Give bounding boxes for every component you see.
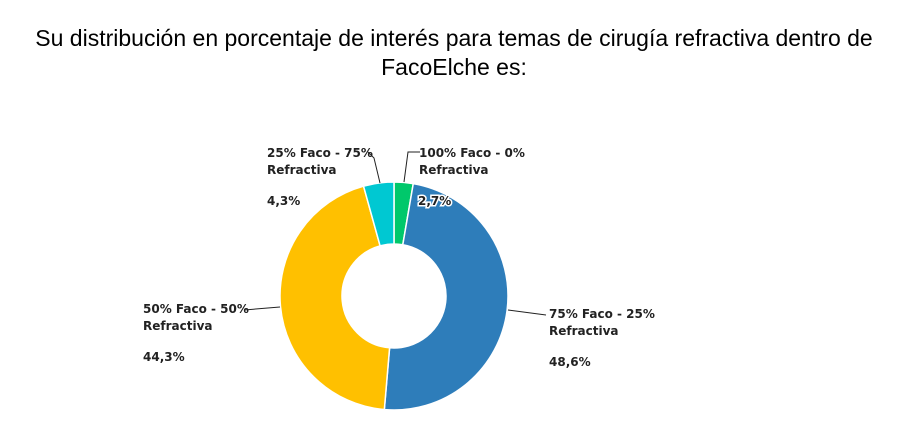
slice-label-3-line-1: 50% Faco - 50% [143, 302, 249, 316]
slice-label-2-line-1: 75% Faco - 25% [549, 307, 655, 321]
leader-line-1 [403, 151, 420, 183]
leader-line-3 [243, 306, 281, 311]
donut-slice-3 [279, 185, 391, 411]
slice-value-label-4: 4,3% [267, 194, 300, 208]
chart-title-line-2: FacoElche es: [381, 54, 527, 80]
slice-label-4-line-1: 25% Faco - 75% [267, 146, 373, 160]
chart-title: Su distribución en porcentaje de interés… [0, 24, 908, 82]
donut-slice-2 [383, 182, 509, 411]
slice-label-3-line-2: Refractiva [143, 319, 213, 333]
slice-value-label-2: 48,6% [549, 355, 591, 369]
slice-value-label-3: 44,3% [143, 350, 185, 364]
slice-label-2-line-2: Refractiva [549, 324, 619, 338]
slice-label-4-line-2: Refractiva [267, 163, 337, 177]
slice-value-label-1: 2,7% [418, 194, 451, 208]
chart-title-line-1: Su distribución en porcentaje de interés… [35, 25, 873, 51]
slice-label-1-line-1: 100% Faco - 0% [419, 146, 525, 160]
donut-slices [279, 181, 509, 411]
donut-slice-4 [362, 181, 395, 247]
slice-label-1-line-2: Refractiva [419, 163, 489, 177]
leader-line-4 [367, 151, 381, 184]
leader-line-2 [507, 309, 547, 316]
